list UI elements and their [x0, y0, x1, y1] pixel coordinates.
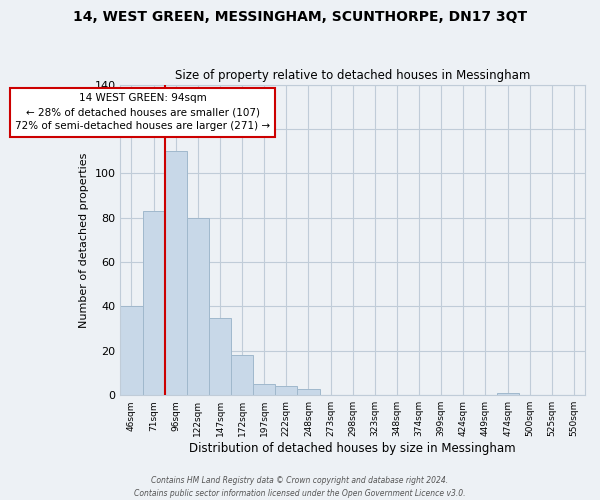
- Title: Size of property relative to detached houses in Messingham: Size of property relative to detached ho…: [175, 69, 530, 82]
- Bar: [231, 356, 253, 395]
- Bar: [209, 318, 231, 395]
- Bar: [275, 386, 298, 395]
- Bar: [187, 218, 209, 395]
- X-axis label: Distribution of detached houses by size in Messingham: Distribution of detached houses by size …: [190, 442, 516, 455]
- Bar: [121, 306, 143, 395]
- Bar: [298, 388, 320, 395]
- Bar: [143, 211, 164, 395]
- Bar: [164, 151, 187, 395]
- Text: Contains HM Land Registry data © Crown copyright and database right 2024.
Contai: Contains HM Land Registry data © Crown c…: [134, 476, 466, 498]
- Text: 14, WEST GREEN, MESSINGHAM, SCUNTHORPE, DN17 3QT: 14, WEST GREEN, MESSINGHAM, SCUNTHORPE, …: [73, 10, 527, 24]
- Y-axis label: Number of detached properties: Number of detached properties: [79, 152, 89, 328]
- Bar: [253, 384, 275, 395]
- Bar: [497, 393, 518, 395]
- Text: 14 WEST GREEN: 94sqm
← 28% of detached houses are smaller (107)
72% of semi-deta: 14 WEST GREEN: 94sqm ← 28% of detached h…: [15, 94, 270, 132]
